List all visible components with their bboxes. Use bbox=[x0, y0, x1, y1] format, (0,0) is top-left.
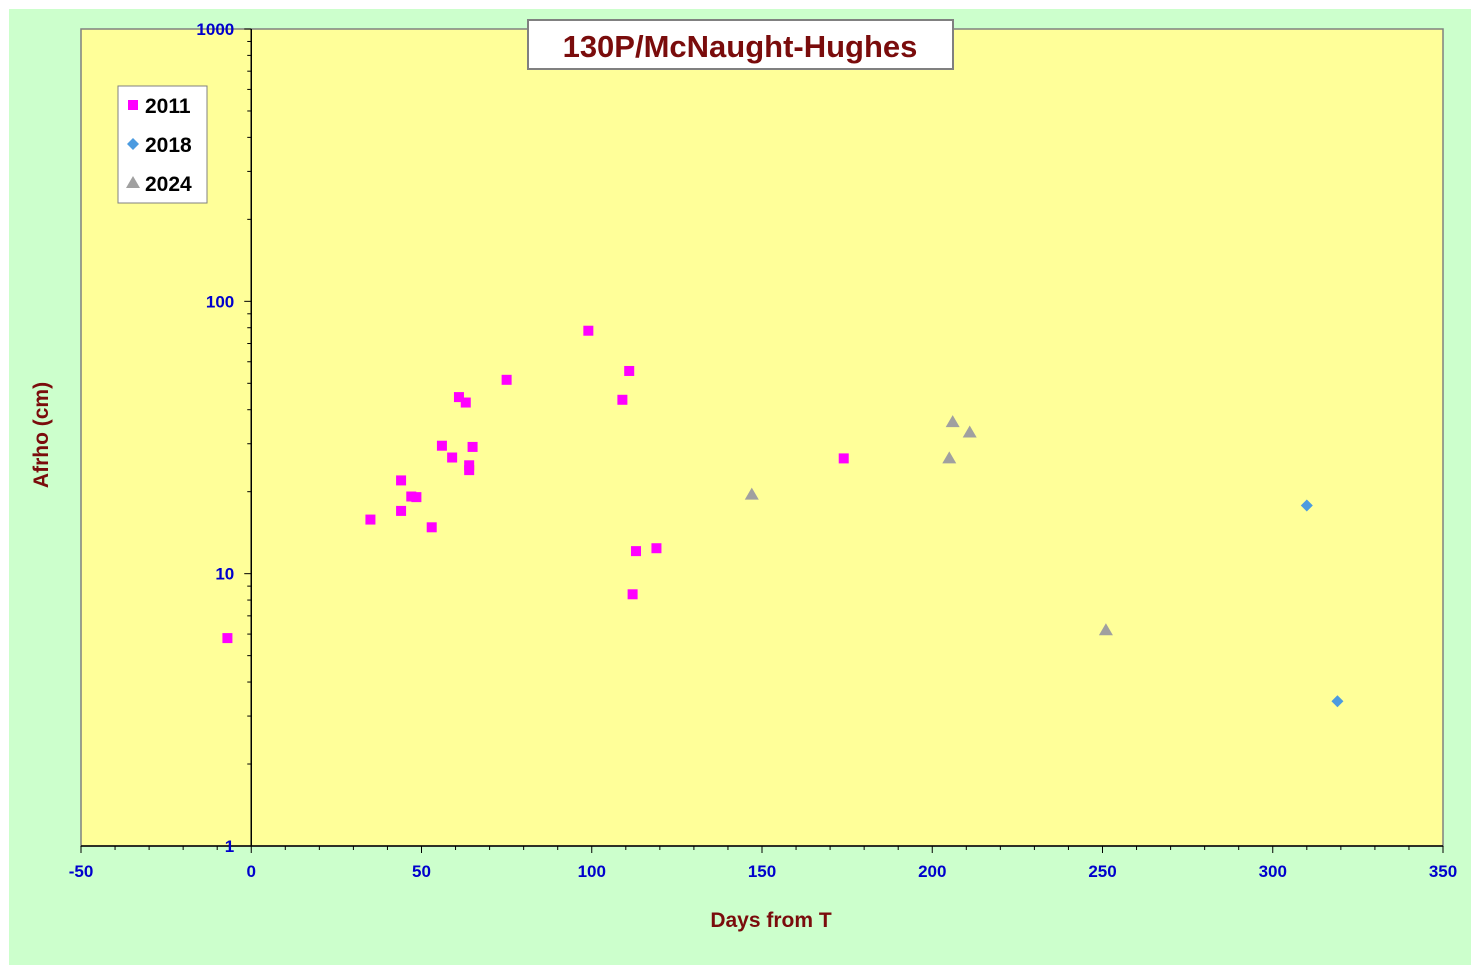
legend-label: 2011 bbox=[145, 95, 191, 118]
legend: 2011 2018 2024 bbox=[117, 85, 208, 204]
x-tick-label: 50 bbox=[412, 862, 431, 881]
data-points bbox=[222, 325, 1344, 708]
data-point bbox=[583, 325, 594, 336]
chart-title-box: 130P/McNaught-Hughes bbox=[527, 19, 954, 70]
axes: -50 0 50 100 150 200 250 300 350 1 10 100 1000 bbox=[69, 20, 1457, 881]
y-axis-title: Afrho (cm) bbox=[30, 382, 53, 488]
x-tick-label: -50 bbox=[69, 862, 94, 881]
legend-marker-2024 bbox=[126, 176, 140, 188]
data-point bbox=[744, 487, 759, 500]
data-point bbox=[467, 441, 478, 452]
data-point bbox=[396, 505, 407, 516]
x-tick-label: 200 bbox=[918, 862, 946, 881]
data-point bbox=[1331, 695, 1344, 708]
data-point bbox=[447, 452, 458, 463]
data-point bbox=[627, 589, 638, 600]
data-point bbox=[365, 514, 376, 525]
legend-label: 2024 bbox=[145, 173, 192, 196]
plot-area bbox=[80, 28, 1444, 847]
data-point bbox=[1300, 499, 1313, 512]
legend-items: 2011 2018 2024 bbox=[126, 95, 192, 196]
chart-title-frame bbox=[527, 19, 954, 70]
x-tick-label: 250 bbox=[1088, 862, 1116, 881]
data-point bbox=[631, 546, 642, 557]
x-tick-label: 150 bbox=[748, 862, 776, 881]
data-point bbox=[411, 492, 422, 503]
y-tick-label: 1 bbox=[225, 837, 234, 856]
x-axis-title: Days from T bbox=[710, 909, 832, 932]
data-point bbox=[453, 392, 464, 403]
data-point bbox=[501, 374, 512, 385]
legend-marker-2011 bbox=[128, 100, 138, 110]
x-tick-label: 350 bbox=[1429, 862, 1457, 881]
x-tick-label: 100 bbox=[578, 862, 606, 881]
data-point bbox=[222, 633, 233, 644]
data-point bbox=[436, 440, 447, 451]
data-point bbox=[426, 522, 437, 533]
x-tick-label: 0 bbox=[247, 862, 256, 881]
chart-title: 130P/McNaught-Hughes bbox=[563, 29, 918, 64]
y-tick-label: 1000 bbox=[196, 20, 234, 39]
data-point bbox=[1098, 623, 1113, 636]
legend-marker-2018 bbox=[127, 138, 139, 150]
data-point bbox=[406, 491, 417, 502]
data-point bbox=[396, 475, 407, 486]
series-2024 bbox=[744, 415, 1113, 636]
series-2011 bbox=[222, 325, 849, 644]
data-point bbox=[624, 365, 635, 376]
y-tick-label: 100 bbox=[206, 292, 234, 311]
data-point bbox=[460, 397, 471, 408]
data-point bbox=[464, 465, 475, 476]
data-point bbox=[962, 425, 977, 438]
data-point bbox=[838, 453, 849, 464]
x-tick-label: 300 bbox=[1259, 862, 1287, 881]
data-point bbox=[651, 543, 662, 554]
data-point bbox=[945, 415, 960, 428]
legend-label: 2018 bbox=[145, 134, 192, 157]
data-point bbox=[942, 451, 957, 464]
y-tick-label: 10 bbox=[215, 565, 234, 584]
series-2018 bbox=[1300, 499, 1344, 708]
data-point bbox=[617, 394, 628, 405]
